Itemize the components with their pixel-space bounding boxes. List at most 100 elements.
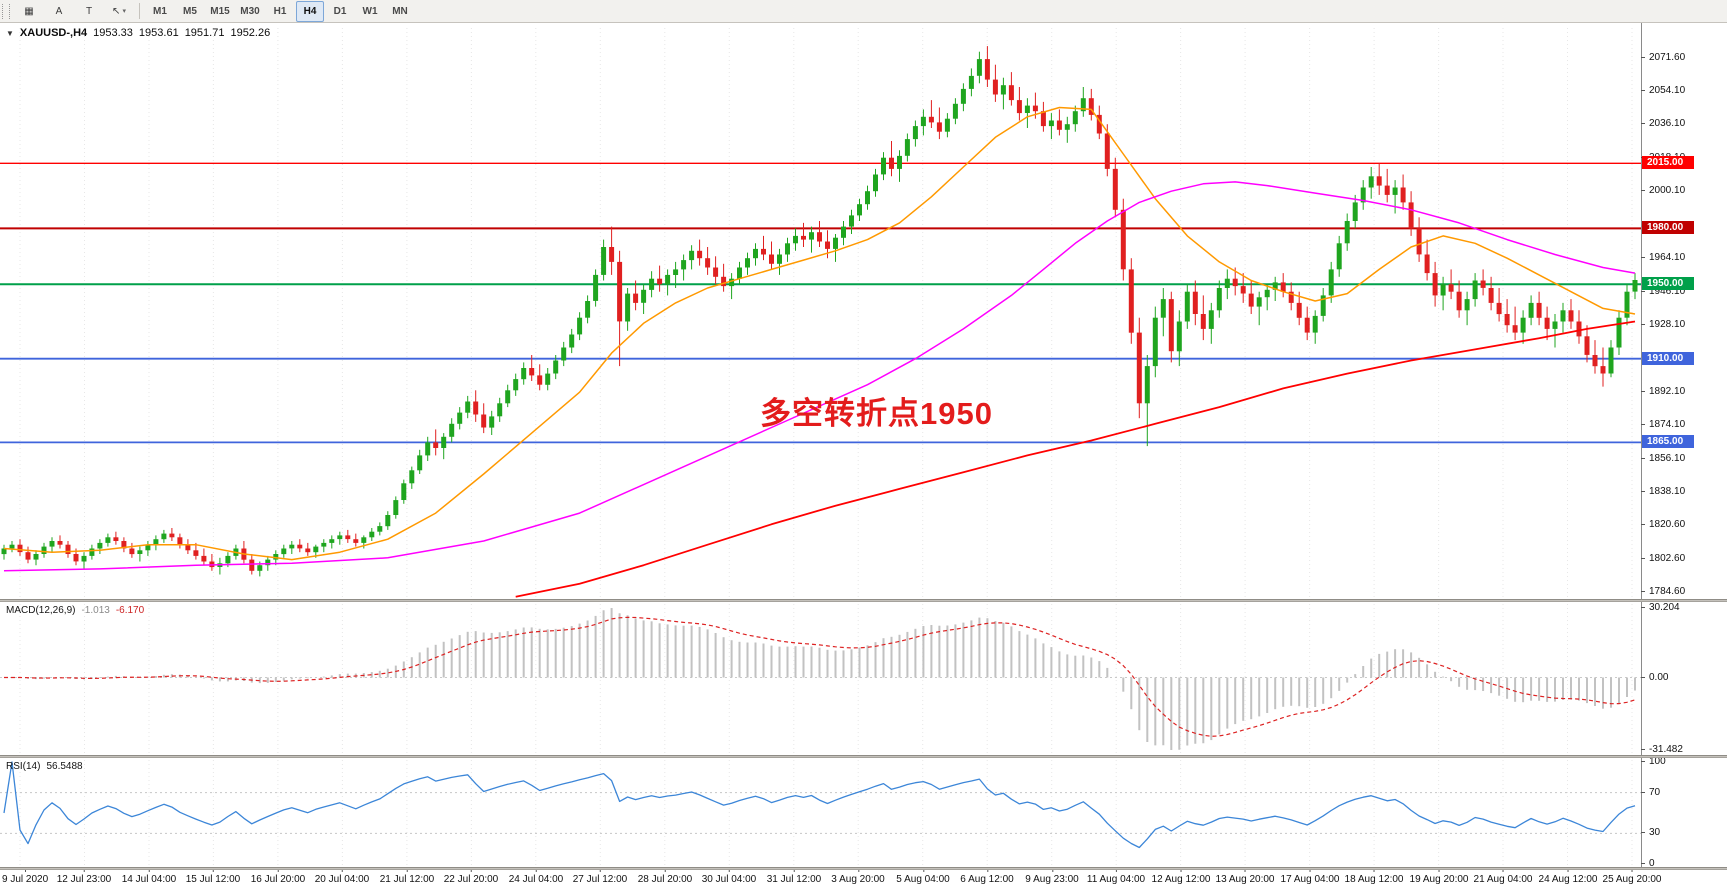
toolbar-grip[interactable] [2,3,10,19]
time-label: 12 Jul 23:00 [56,869,112,885]
price-tick: 1874.10 [1640,419,1686,430]
time-label: 20 Jul 04:00 [314,869,370,885]
price-tick: 1856.10 [1640,453,1686,464]
price-tick: 1838.10 [1640,486,1686,497]
cursor-tool-button[interactable]: ↖ ▾ [112,5,126,17]
macd-name: MACD(12,26,9) [6,605,76,616]
macd-scale-tick: 30.204 [1641,602,1680,613]
time-label: 27 Jul 12:00 [572,869,628,885]
symbol-timeframe-label: XAUUSD-,H4 [19,27,88,39]
time-label: 5 Aug 04:00 [896,869,950,885]
time-label: 25 Aug 20:00 [1602,869,1662,885]
time-label: 31 Jul 12:00 [766,869,822,885]
rsi-scale-tick: 70 [1640,787,1661,798]
pane-splitter-rsi[interactable] [0,755,1727,758]
price-tick: 1964.10 [1640,252,1686,263]
price-tick: 1820.60 [1640,519,1686,530]
moving-average-layer [3,106,1636,598]
candles-layer [1,46,1638,577]
macd-scale-tick: 0.00 [1640,672,1669,683]
price-tick: 1946.10 [1640,286,1686,297]
annotation-a-button[interactable]: A [55,5,63,17]
quote-open: 1953.33 [93,27,133,39]
chevron-down-icon: ▾ [122,8,126,15]
rsi-name: RSI(14) [6,761,41,772]
timeframe-m1-button[interactable]: M1 [153,5,167,17]
macd-scale-tick: -31.482 [1641,744,1683,755]
time-label: 24 Jul 04:00 [508,869,564,885]
hline-price-box: 2015.00 [1642,156,1694,169]
rsi-line [3,761,1636,849]
time-label: 24 Aug 12:00 [1538,869,1598,885]
macd-label: MACD(12,26,9) -1.013 -6.170 [6,605,144,616]
drawing-tools-group: ▦ A T ↖ ▾ [14,1,134,22]
time-label: 6 Aug 12:00 [960,869,1014,885]
rsi-pane[interactable] [0,757,1641,869]
timeframe-mn-button[interactable]: MN [392,5,408,17]
time-label: 30 Jul 04:00 [701,869,757,885]
hline-price-box: 1980.00 [1642,221,1694,234]
macd-value: -1.013 [81,605,110,616]
time-label: 18 Aug 12:00 [1344,869,1404,885]
macd-signal-value: -6.170 [115,605,145,616]
rsi-label: RSI(14) 56.5488 [6,761,83,772]
timeframe-w1-button[interactable]: W1 [362,5,378,17]
timeframe-d1-button[interactable]: D1 [333,5,347,17]
time-label: 19 Aug 20:00 [1409,869,1469,885]
price-tick: 2036.10 [1640,118,1686,129]
rsi-scale-tick: 30 [1640,827,1661,838]
timeframe-m15-button[interactable]: M15 [210,5,230,17]
text-tool-button[interactable]: T [85,5,93,17]
ma-mid-magenta [3,181,1636,572]
timeframe-m5-button[interactable]: M5 [183,5,197,17]
time-label: 17 Aug 04:00 [1280,869,1340,885]
hline-layer [0,162,1641,444]
time-label: 13 Aug 20:00 [1215,869,1275,885]
macd-pane[interactable] [0,601,1641,757]
price-axis[interactable]: 2071.602054.102036.102018.102000.101964.… [1640,23,1727,869]
price-tick: 1784.60 [1640,586,1686,597]
quote-close: 1952.26 [230,27,271,39]
collapse-triangle-icon[interactable]: ▼ [6,28,14,38]
pane-splitter-macd[interactable] [0,599,1727,602]
price-tick: 1802.60 [1640,553,1686,564]
macd-signal-line [4,616,1636,737]
price-chart-pane[interactable] [0,23,1641,601]
hline-price-box: 1950.00 [1642,277,1694,290]
hline-price-box: 1910.00 [1642,352,1694,365]
time-label: 21 Jul 12:00 [379,869,435,885]
time-label: 11 Aug 04:00 [1086,869,1146,885]
toolbar: ▦ A T ↖ ▾ M1 M5 M15 M30 H1 H4 D1 W1 MN [0,0,1727,23]
timeframe-m30-button[interactable]: M30 [240,5,260,17]
timeframe-h4-button[interactable]: H4 [296,0,324,22]
macd-histogram [11,608,1636,750]
price-tick: 1892.10 [1640,386,1686,397]
rsi-scale-tick: 0 [1641,858,1655,869]
time-axis[interactable]: 9 Jul 2020 12 Jul 23:00 14 Jul 04:00 15 Jul… [0,869,1680,893]
quote-header: ▼ XAUUSD-,H4 1953.33 1953.61 1951.71 195… [6,27,270,39]
ma-slow-red [515,320,1636,598]
time-label: 21 Aug 04:00 [1473,869,1533,885]
chart-grid-button[interactable]: ▦ [24,5,34,17]
rsi-value: 56.5488 [46,761,83,772]
quote-high: 1953.61 [138,27,179,39]
time-label: 28 Jul 20:00 [637,869,693,885]
grid-layer [19,28,1633,599]
quote-low: 1951.71 [184,27,225,39]
price-tick: 2071.60 [1640,52,1686,63]
grid-layer [0,760,1641,866]
grid-layer [0,604,1641,754]
toolbar-separator [139,3,140,19]
timeframe-group: M1 M5 M15 M30 H1 H4 D1 W1 MN [145,0,415,22]
chart-annotation-text: 多空转折点1950 [760,396,993,431]
time-label: 9 Aug 23:00 [1025,869,1079,885]
time-label: 3 Aug 20:00 [831,869,885,885]
time-label: 22 Jul 20:00 [443,869,499,885]
price-tick: 2000.10 [1640,185,1686,196]
timeframe-h1-button[interactable]: H1 [273,5,287,17]
hline-price-box: 1865.00 [1642,435,1694,448]
price-tick: 1928.10 [1640,319,1686,330]
ma-fast-orange [3,106,1636,561]
axis-splitter [0,867,1727,870]
